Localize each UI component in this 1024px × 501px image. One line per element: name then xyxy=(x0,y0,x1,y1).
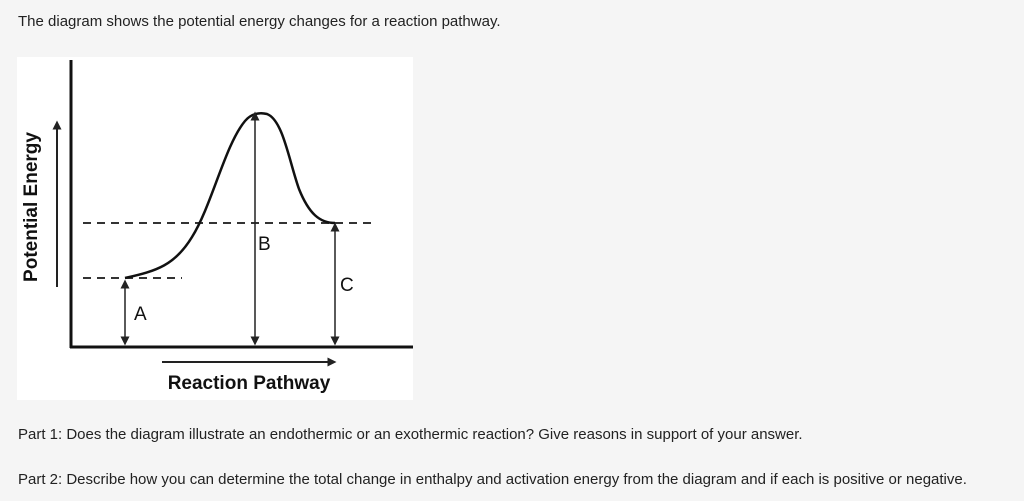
label-c: C xyxy=(340,275,354,296)
x-axis-label: Reaction Pathway xyxy=(168,373,331,394)
energy-diagram: A B C Potential Energy Reaction Pathway xyxy=(17,57,413,400)
y-axis-label: Potential Energy xyxy=(21,132,42,282)
energy-curve xyxy=(124,112,336,280)
label-b: B xyxy=(258,234,271,255)
energy-diagram-svg: A B C Potential Energy Reaction Pathway xyxy=(21,60,413,394)
intro-text: The diagram shows the potential energy c… xyxy=(18,13,501,30)
label-a: A xyxy=(134,304,147,325)
question-part-2: Part 2: Describe how you can determine t… xyxy=(18,471,967,488)
question-part-1: Part 1: Does the diagram illustrate an e… xyxy=(18,426,803,443)
